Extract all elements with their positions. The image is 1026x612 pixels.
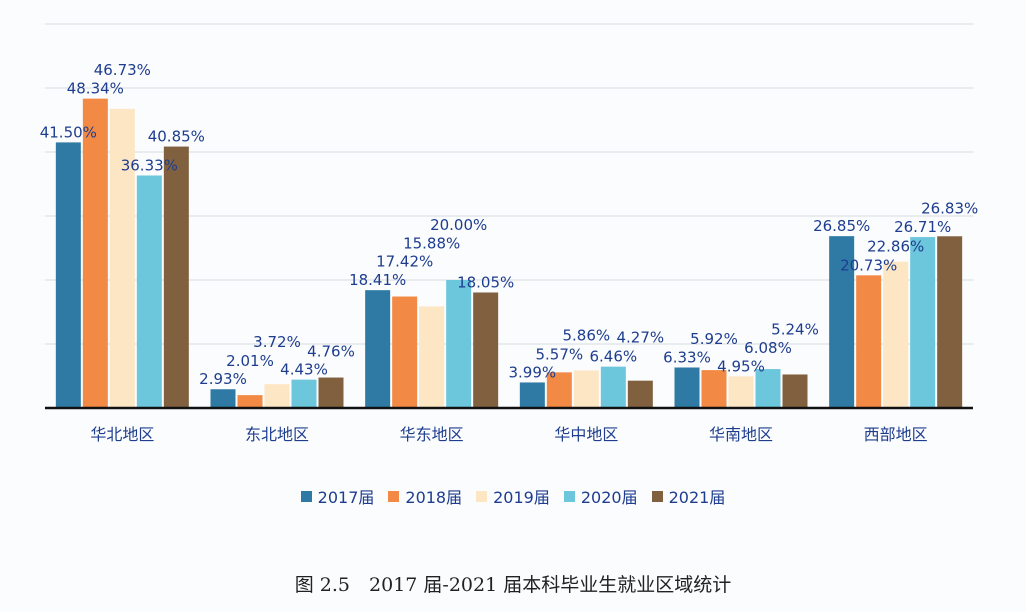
category-label: 东北地区 xyxy=(245,425,309,444)
category-label: 华北地区 xyxy=(90,425,154,444)
legend-swatch xyxy=(300,490,312,502)
bar-2021届-东北地区 xyxy=(318,377,344,408)
data-label: 22.86% xyxy=(867,238,924,256)
data-label: 4.27% xyxy=(617,329,665,347)
bar-2018届-华北地区 xyxy=(82,98,108,409)
bar-2017届-华北地区 xyxy=(55,142,81,408)
data-label: 6.46% xyxy=(590,348,638,366)
bar-2019届-华东地区 xyxy=(419,306,445,408)
data-label: 41.50% xyxy=(40,123,97,141)
data-label: 6.33% xyxy=(663,348,711,366)
legend-swatch xyxy=(476,490,488,502)
data-label: 48.34% xyxy=(67,80,124,98)
legend-item: 2017届 xyxy=(300,484,375,508)
data-label: 17.42% xyxy=(376,253,433,271)
data-label: 26.85% xyxy=(813,217,870,235)
bar-2020届-华中地区 xyxy=(600,366,626,408)
bar-2018届-东北地区 xyxy=(237,395,263,408)
bar-2021届-华中地区 xyxy=(627,380,653,408)
bar-2019届-西部地区 xyxy=(883,261,909,408)
data-label: 4.76% xyxy=(307,343,355,361)
bar-2020届-华北地区 xyxy=(136,175,162,408)
legend-item: 2018届 xyxy=(388,484,462,508)
data-label: 2.01% xyxy=(226,352,274,370)
data-label: 20.73% xyxy=(840,256,897,274)
data-label: 20.00% xyxy=(430,216,487,234)
bar-2021届-华南地区 xyxy=(782,374,808,408)
bar-2019届-华南地区 xyxy=(728,376,754,408)
bar-2021届-华东地区 xyxy=(473,292,499,408)
bar-2017届-西部地区 xyxy=(829,236,855,408)
data-label: 26.83% xyxy=(921,199,978,217)
data-label: 6.08% xyxy=(744,339,792,357)
bar-2018届-西部地区 xyxy=(856,275,882,408)
legend-item: 2020届 xyxy=(563,484,638,508)
data-label: 5.86% xyxy=(563,326,611,344)
legend-item: 2021届 xyxy=(651,484,726,508)
bar-2019届-东北地区 xyxy=(264,384,290,408)
bar-2019届-华中地区 xyxy=(573,370,599,408)
data-label: 40.85% xyxy=(148,128,205,146)
legend-label: 2017届 xyxy=(317,488,375,507)
bar-2021届-华北地区 xyxy=(163,146,189,408)
bar-2020届-华东地区 xyxy=(446,280,472,408)
data-label: 4.43% xyxy=(280,361,328,379)
bar-2017届-华中地区 xyxy=(519,382,545,408)
data-label: 3.72% xyxy=(253,333,301,351)
bar-2020届-华南地区 xyxy=(755,369,781,408)
category-label: 华南地区 xyxy=(709,425,773,444)
bar-2020届-东北地区 xyxy=(291,379,317,408)
bar-2018届-华东地区 xyxy=(392,296,418,408)
data-label: 15.88% xyxy=(403,234,460,252)
data-label: 18.05% xyxy=(457,273,514,291)
data-label: 4.95% xyxy=(717,357,765,375)
data-label: 5.92% xyxy=(690,330,738,348)
category-label: 华中地区 xyxy=(554,425,618,444)
bar-2020届-西部地区 xyxy=(910,237,936,408)
legend-swatch xyxy=(563,490,575,502)
bar-2018届-华南地区 xyxy=(701,370,727,408)
data-label: 5.24% xyxy=(771,320,819,338)
data-label: 18.41% xyxy=(349,271,406,289)
legend: 2017届 2018届 2019届 2020届 2021届 xyxy=(0,484,1026,508)
bar-2017届-东北地区 xyxy=(210,389,236,408)
bar-2018届-华中地区 xyxy=(546,372,572,408)
category-label: 西部地区 xyxy=(864,425,928,444)
figure-caption: 图 2.5 2017 届-2021 届本科毕业生就业区域统计 xyxy=(294,574,732,596)
bar-2019届-华北地区 xyxy=(109,108,135,408)
legend-swatch xyxy=(651,490,663,502)
legend-swatch xyxy=(388,490,400,502)
legend-label: 2020届 xyxy=(580,488,638,507)
bar-2017届-华南地区 xyxy=(674,367,700,408)
bar-chart: 41.50%48.34%46.73%36.33%40.85%华北地区2.93%2… xyxy=(40,23,978,444)
legend-item: 2019届 xyxy=(476,484,550,508)
data-label: 46.73% xyxy=(94,61,151,79)
legend-label: 2019届 xyxy=(493,488,550,507)
data-label: 5.57% xyxy=(536,345,584,363)
bar-2017届-华东地区 xyxy=(365,290,391,408)
data-label: 3.99% xyxy=(509,363,557,381)
legend-label: 2018届 xyxy=(405,488,463,507)
category-label: 华东地区 xyxy=(400,425,464,444)
data-label: 36.33% xyxy=(121,156,178,174)
data-label: 26.71% xyxy=(894,218,951,236)
data-label: 2.93% xyxy=(199,370,247,388)
bar-2021届-西部地区 xyxy=(937,236,963,408)
legend-label: 2021届 xyxy=(668,488,726,507)
